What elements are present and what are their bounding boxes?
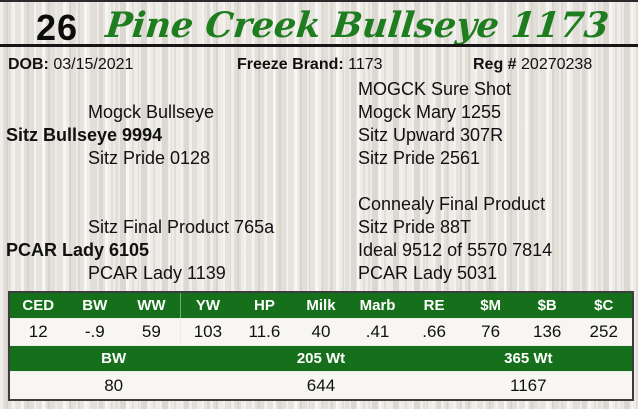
epd-header-row: CED BW WW YW HP Milk Marb RE $M $B $C xyxy=(10,293,632,319)
info-row: DOB: 03/15/2021 Freeze Brand: 1173 Reg #… xyxy=(0,56,638,76)
epd-header-cell: Marb xyxy=(359,297,396,314)
weights-header-row: BW 205 Wt 365 Wt xyxy=(10,345,632,372)
pedigree-section: MOGCK Sure Shot Mogck Bullseye Mogck Mar… xyxy=(0,79,638,286)
sire-name: Sitz Bullseye 9994 xyxy=(6,125,163,145)
pedigree-entry: PCAR Lady 1139 xyxy=(88,263,226,283)
epd-value-cell: 11.6 xyxy=(248,322,281,341)
epd-header-cell: BW xyxy=(82,297,108,314)
dam-name: PCAR Lady 6105 xyxy=(6,240,150,260)
epd-value-cell: 103 xyxy=(180,319,237,345)
pedigree-row: Sitz Pride 0128 Sitz Pride 2561 xyxy=(0,148,638,171)
reg-value: 20270238 xyxy=(521,56,593,73)
pedigree-entry: Sitz Pride 0128 xyxy=(88,148,211,168)
epd-value-cell: 59 xyxy=(141,322,161,341)
epd-header-cell: $M xyxy=(480,297,502,314)
freeze-brand-field: Freeze Brand: 1173 xyxy=(237,56,383,74)
weights-value-cell: 80 xyxy=(104,375,124,395)
lot-number: 26 xyxy=(36,7,79,48)
pedigree-entry: Mogck Mary 1255 xyxy=(358,102,502,122)
weights-value-row: 80 644 1167 xyxy=(10,372,632,399)
weights-value-cell: 1167 xyxy=(510,375,547,395)
pedigree-entry: MOGCK Sure Shot xyxy=(358,79,512,99)
pedigree-entry: Ideal 9512 of 5570 7814 xyxy=(358,240,553,260)
pedigree-row: Mogck Bullseye Mogck Mary 1255 xyxy=(0,102,638,125)
epd-value-cell: 252 xyxy=(589,322,618,341)
reg-label: Reg # xyxy=(473,56,517,73)
pedigree-row: Connealy Final Product xyxy=(0,194,638,217)
freeze-brand-value: 1173 xyxy=(348,56,383,73)
epd-header-cell: $B xyxy=(537,297,557,314)
pedigree-row: MOGCK Sure Shot xyxy=(0,79,638,102)
weights-value-cell: 644 xyxy=(306,375,336,395)
epd-value-cell: 40 xyxy=(311,322,331,341)
pedigree-entry: Sitz Final Product 765a xyxy=(88,217,275,237)
pedigree-entry: PCAR Lady 5031 xyxy=(358,263,498,283)
pedigree-entry: Connealy Final Product xyxy=(358,194,546,214)
epd-value-cell: .41 xyxy=(365,322,390,341)
reg-field: Reg # 20270238 xyxy=(473,56,592,74)
weights-header-cell: BW xyxy=(101,350,127,367)
epd-header-cell: HP xyxy=(254,297,275,314)
weights-header-cell: 205 Wt xyxy=(296,350,346,367)
epd-value-cell: 76 xyxy=(481,322,501,341)
epd-value-cell: 136 xyxy=(532,322,562,341)
weights-header-cell: 365 Wt xyxy=(504,350,553,367)
epd-weights-table: CED BW WW YW HP Milk Marb RE $M $B $C 12… xyxy=(8,291,634,401)
epd-header-cell: Milk xyxy=(306,297,336,314)
dob-label: DOB: xyxy=(8,56,49,73)
epd-header-cell: WW xyxy=(137,297,166,314)
pedigree-spacer xyxy=(0,171,638,194)
epd-header-cell: CED xyxy=(22,297,55,314)
epd-value-cell: .66 xyxy=(422,322,446,341)
top-rule xyxy=(0,0,638,2)
title-divider xyxy=(0,44,638,47)
pedigree-entry: Mogck Bullseye xyxy=(88,102,215,122)
dob-value: 03/15/2021 xyxy=(53,56,134,73)
pedigree-entry: Sitz Pride 88T xyxy=(358,217,472,237)
epd-header-cell: $C xyxy=(594,297,614,314)
pedigree-row: Sitz Bullseye 9994 Sitz Upward 307R xyxy=(0,125,638,148)
epd-value-cell: -.9 xyxy=(84,322,105,341)
pedigree-row: PCAR Lady 6105 Ideal 9512 of 5570 7814 xyxy=(0,240,638,263)
epd-header-cell: RE xyxy=(423,297,445,314)
freeze-brand-label: Freeze Brand: xyxy=(237,56,344,73)
pedigree-row: Sitz Final Product 765a Sitz Pride 88T xyxy=(0,217,638,240)
pedigree-entry: Sitz Upward 307R xyxy=(358,125,504,145)
epd-header-cell: YW xyxy=(180,293,237,318)
epd-value-row: 12 -.9 59 103 11.6 40 .41 .66 76 136 252 xyxy=(10,319,632,345)
epd-value-cell: 12 xyxy=(28,322,48,341)
dob-field: DOB: 03/15/2021 xyxy=(8,56,133,74)
pedigree-entry: Sitz Pride 2561 xyxy=(358,148,481,168)
pedigree-row: PCAR Lady 1139 PCAR Lady 5031 xyxy=(0,263,638,286)
page-title: Pine Creek Bullseye 1173 xyxy=(103,5,611,46)
